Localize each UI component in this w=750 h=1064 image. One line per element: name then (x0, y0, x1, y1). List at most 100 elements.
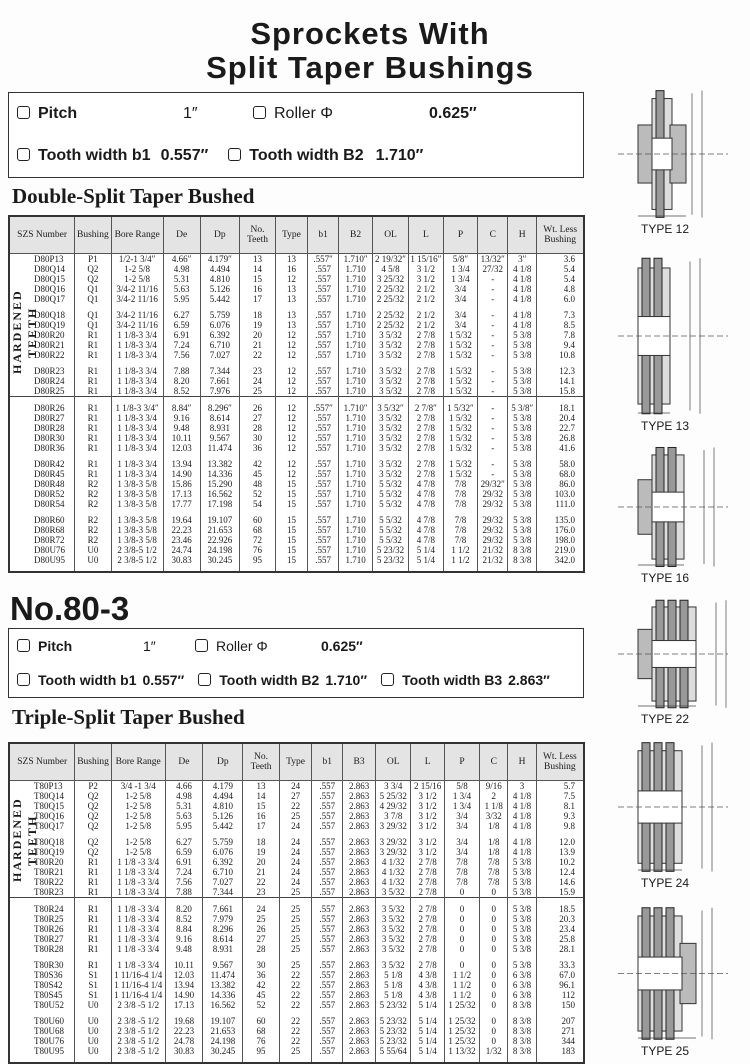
table-row: D80U95 U0 2 3/8-5 1/2 30.83 30.245 95 15.557 1.… (8, 555, 585, 565)
cell-szs-number: D80R36 (8, 443, 76, 453)
cell-bore-range: 1 3/8-3 5/8 (110, 515, 164, 525)
table-row: T80U68 U0 2 3/8 -5 1/2 22.23 21.653 68 22.557 2… (8, 1026, 585, 1036)
cell-p: 1 5/32 (442, 350, 479, 360)
table-row: D80R52 R2 1 3/8-3 5/8 17.13 16.562 52 15.557 1.… (8, 489, 585, 499)
cell-type: 12 (274, 340, 309, 350)
spacer-cell (110, 565, 164, 572)
checkbox-icon (253, 106, 266, 119)
spacer-cell (74, 897, 112, 904)
cell-bushing: R1 (74, 944, 112, 954)
cell-bushing: Q2 (74, 274, 112, 284)
spacer-cell (535, 831, 585, 837)
cell-h: 5 3/8 (507, 433, 538, 443)
cell-no-teeth: 18 (239, 310, 276, 320)
cell-bushing: Q1 (74, 310, 112, 320)
column-header: SZS Number (8, 215, 76, 254)
table-row: T80Q19 Q2 1-2 5/8 6.59 6.076 19 24.557 2.863 3 2… (8, 847, 585, 857)
cell-l: 5 1/4 (408, 545, 444, 555)
cell-bore-range: 1 1/8-3 3/4 (110, 330, 164, 340)
cell-c: 3/32 (479, 811, 509, 821)
cell-wt-less-bushing: 14.6 (535, 877, 585, 887)
cell-bushing: Q2 (74, 821, 112, 831)
cell-h: 4 1/8 (507, 801, 537, 811)
cell-no-teeth: 54 (239, 499, 276, 509)
cell-l: 4 7/8 (408, 489, 444, 499)
cell-de: 6.91 (164, 857, 204, 867)
table-row: T80Q14 Q2 1-2 5/8 4.98 4.494 14 27.557 2.863 5 2… (8, 791, 585, 801)
cell-p: 7/8 (442, 535, 479, 545)
spacer-cell (74, 304, 112, 310)
spacer-cell (74, 509, 112, 515)
cell-ol: 5 5/32 (371, 525, 410, 535)
spacer-cell (408, 360, 444, 366)
cell-bushing: R1 (74, 413, 112, 423)
cell-b1: .557 (307, 443, 340, 453)
cell-dp: 7.979 (202, 914, 244, 924)
cell-bore-range: 1 1/8-3 3/4 (110, 469, 164, 479)
spacer-cell (74, 954, 112, 960)
cell-type: 13 (274, 310, 309, 320)
cell-c: - (477, 294, 509, 304)
cell-b1: .557 (307, 350, 340, 360)
b1-value: 0.557″ (142, 672, 185, 688)
cell-p: 1 5/32 (442, 433, 479, 443)
table-row: D80R25 R1 1 1/8-3 3/4 8.52 7.976 25 12.557 1.71… (8, 386, 585, 397)
cell-ol: 5 23/32 (375, 1026, 412, 1036)
cell-szs-number: D80R27 (8, 413, 76, 423)
spacer-cell (371, 396, 410, 403)
cell-type: 15 (274, 479, 309, 489)
cell-no-teeth: 76 (239, 545, 276, 555)
cell-dp: 4.179 (202, 780, 244, 791)
cell-ol: 5 55/64 (375, 1046, 412, 1056)
cell-dp: 16.562 (199, 489, 241, 499)
table-row: D80R22 R1 1 1/8-3 3/4 7.56 7.027 22 12.557 1.71… (8, 350, 585, 360)
cell-p: 0 (443, 887, 481, 898)
cell-b2: 1.710 (338, 294, 373, 304)
cell-no-teeth: 25 (242, 914, 280, 924)
cell-c: 29/32″ (477, 479, 509, 489)
cell-b1: .557 (307, 366, 340, 376)
cell-b1: .557 (311, 821, 343, 831)
row-spacer (8, 304, 585, 310)
cell-wt-less-bushing: 12.4 (535, 867, 585, 877)
cell-bore-range: 2 3/8 -5 1/2 (110, 1026, 166, 1036)
cell-bore-range: 1 11/16-4 1/4 (110, 970, 166, 980)
table-row: D80R42 R1 1 1/8-3 3/4 13.94 13.382 42 12.557 1.… (8, 459, 585, 469)
cell-b2: 1.710 (338, 489, 373, 499)
cell-l: 2 7/8 (408, 443, 444, 453)
cell-no-teeth: 19 (242, 847, 280, 857)
cell-type: 22 (278, 801, 313, 811)
cell-h: 5 3/8 (507, 924, 537, 934)
spacer-cell (311, 831, 343, 837)
cell-p: 3/4 (442, 294, 479, 304)
cell-wt-less-bushing: 12.0 (535, 837, 585, 847)
cell-p: 3/4 (443, 847, 481, 857)
cell-p: 1 5/32 (442, 469, 479, 479)
cell-dp: 6.392 (202, 857, 244, 867)
cell-ol: 5 5/32 (371, 499, 410, 509)
cell-b2: 1.710 (338, 340, 373, 350)
column-header: P (443, 742, 481, 781)
cell-l: 2 7/8 (410, 904, 445, 914)
cell-type: 25 (278, 914, 313, 924)
cell-b2: 1.710 (338, 469, 373, 479)
table-row: D80R48 R2 1 3/8-3 5/8 15.86 15.290 48 15.557 1.… (8, 479, 585, 489)
cell-bore-range: 1 1/8-3 3/4 (110, 443, 164, 453)
cell-b1: .557 (307, 294, 340, 304)
cell-type: 25 (278, 1046, 313, 1056)
cell-h: 4 1/8 (507, 837, 537, 847)
page-title-line1: Sprockets With (250, 16, 490, 51)
cell-bore-range: 3/4 -1 3/4 (110, 780, 166, 791)
cell-bore-range: 1 1/8 -3 3/4 (110, 904, 166, 914)
cell-de: 6.27 (164, 837, 204, 847)
cell-p: 1 3/4 (442, 274, 479, 284)
cell-type: 15 (274, 499, 309, 509)
cell-de: 7.88 (162, 366, 201, 376)
cell-l: 3 1/2 (410, 791, 445, 801)
cell-h: 4 1/8 (507, 284, 538, 294)
cell-dp: 7.661 (202, 904, 244, 914)
cell-de: 17.13 (164, 1000, 204, 1010)
cell-l: 2 7/8 (410, 934, 445, 944)
cell-b1: .557 (307, 535, 340, 545)
cell-type: 25 (278, 944, 313, 954)
